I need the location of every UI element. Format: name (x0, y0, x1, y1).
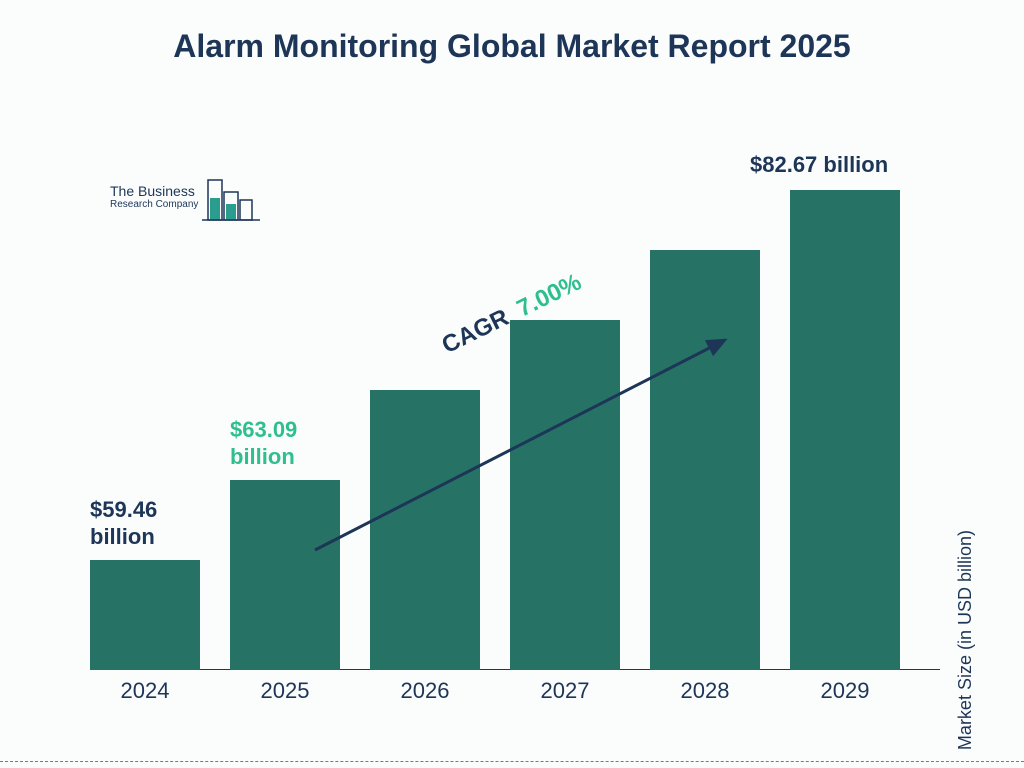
bar (650, 250, 760, 670)
bar (510, 320, 620, 670)
footer-dashed-line (0, 761, 1024, 762)
page-root: Alarm Monitoring Global Market Report 20… (0, 0, 1024, 768)
cagr-value: 7.00% (513, 268, 586, 322)
x-axis-label: 2029 (821, 678, 870, 704)
bar-chart: 202420252026202720282029 CAGR 7.00% Mark… (90, 150, 940, 710)
cagr-label: CAGR (438, 304, 513, 359)
y-axis-label: Market Size (in USD billion) (955, 530, 976, 750)
x-axis-label: 2024 (121, 678, 170, 704)
bar (230, 480, 340, 670)
x-axis-label: 2025 (261, 678, 310, 704)
chart-title: Alarm Monitoring Global Market Report 20… (0, 28, 1024, 65)
bar (370, 390, 480, 670)
bar (790, 190, 900, 670)
bar (90, 560, 200, 670)
bar-value-label: $82.67 billion (750, 152, 888, 178)
x-axis-label: 2027 (541, 678, 590, 704)
bar-value-label: $63.09billion (230, 417, 297, 470)
bar-value-label: $59.46billion (90, 497, 157, 550)
x-axis-label: 2026 (401, 678, 450, 704)
x-axis-label: 2028 (681, 678, 730, 704)
